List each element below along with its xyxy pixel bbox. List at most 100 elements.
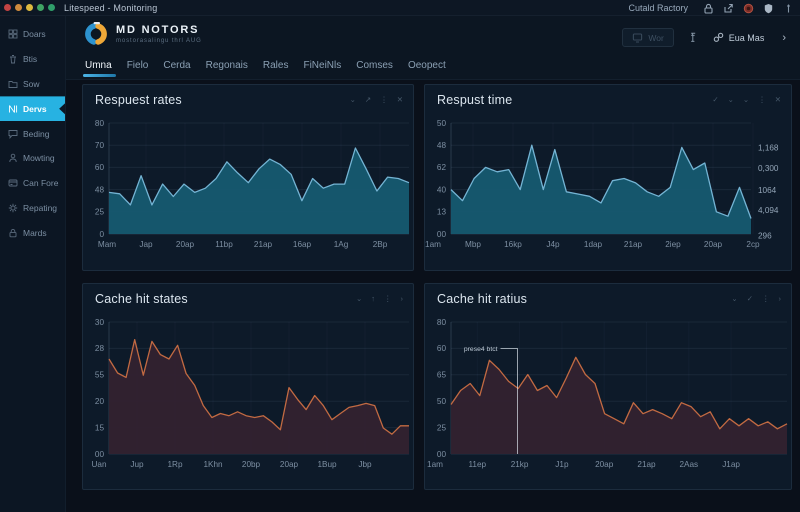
tab-umna[interactable]: Umna xyxy=(83,55,116,79)
gear-icon xyxy=(8,203,18,213)
tab-fielo[interactable]: Fielo xyxy=(126,59,149,71)
lock-icon[interactable] xyxy=(703,3,714,14)
panel-extra-icon[interactable]: ✕ xyxy=(774,95,781,105)
edit-link-label: Eua Mas xyxy=(728,32,765,43)
sidebar-item-label: Doars xyxy=(23,29,46,40)
shield-icon[interactable] xyxy=(763,3,774,14)
view-button[interactable]: Wor xyxy=(622,28,674,47)
panel-kebab-menu-icon[interactable]: ⋮ xyxy=(380,95,388,105)
svg-text:50: 50 xyxy=(437,119,447,128)
traffic-dot-2[interactable] xyxy=(26,4,33,11)
tab-comses[interactable]: Comses xyxy=(356,59,393,71)
panel-kebab-menu-icon[interactable]: ⋮ xyxy=(762,294,770,304)
svg-text:1dap: 1dap xyxy=(584,240,603,249)
sidebar-item-label: Mards xyxy=(23,227,47,238)
sidebar-item-sow[interactable]: Sow xyxy=(0,72,65,97)
pin-icon[interactable] xyxy=(783,3,794,14)
svg-text:2cp: 2cp xyxy=(746,240,760,249)
lock-icon xyxy=(9,228,17,238)
app-header: MD NOTORS mostorasalingu thrl AUG Wor xyxy=(66,16,800,54)
panel-arrow-icon[interactable]: ↗ xyxy=(364,95,372,105)
svg-text:25: 25 xyxy=(437,423,447,432)
sidebar-item-mards[interactable]: Mards xyxy=(0,220,65,245)
svg-text:80: 80 xyxy=(95,119,105,128)
chart-request-rates[interactable]: 80 70 60 48 25 0 Mam Jap 20ap 11bp 21ap 16ap 1Ag 2Bp xyxy=(83,113,413,270)
traffic-dot-3[interactable] xyxy=(37,4,44,11)
svg-text:21ap: 21ap xyxy=(624,240,643,249)
svg-text:J1p: J1p xyxy=(555,460,569,469)
chart-cache-hit-states[interactable]: 30 28 55 20 15 00 Uan Jup 1Rp 1Khn 20bp 20ap 1Bup Jbp xyxy=(83,312,413,489)
traffic-dot-0[interactable] xyxy=(4,4,11,11)
panel-chevron-down-icon[interactable]: ✓ xyxy=(712,95,719,105)
panel-close-icon[interactable]: › xyxy=(400,294,404,304)
svg-text:Jbp: Jbp xyxy=(358,460,372,469)
svg-text:40: 40 xyxy=(437,185,447,194)
traffic-dot-4[interactable] xyxy=(48,4,55,11)
svg-text:296: 296 xyxy=(758,231,772,240)
chat-icon xyxy=(8,129,18,139)
svg-text:16ap: 16ap xyxy=(293,240,312,249)
sidebar-item-dervs[interactable]: Dervs xyxy=(0,96,65,122)
panel-arrow-icon[interactable]: ↑ xyxy=(371,294,375,304)
svg-text:J4p: J4p xyxy=(546,240,560,249)
sidebar-item-beding[interactable]: Beding xyxy=(0,121,65,146)
chart-cache-hit-ratius[interactable]: 80 60 65 50 25 00 1am 11ep 21kp J1p 20ap 21ap 2Aas J1… xyxy=(425,312,791,489)
panel-close-icon[interactable]: ✕ xyxy=(396,95,403,105)
sidebar: Doars Btis Sow Dervs Beding Mowting Can Fore Re… xyxy=(0,16,66,512)
svg-text:Jup: Jup xyxy=(130,460,144,469)
svg-text:1Ag: 1Ag xyxy=(334,240,349,249)
panel-arrow-icon[interactable]: ✓ xyxy=(746,294,753,304)
svg-text:20ap: 20ap xyxy=(176,240,195,249)
sidebar-item-btis[interactable]: Btis xyxy=(0,47,65,72)
panel-title: Respuest rates xyxy=(95,93,182,107)
svg-text:1Bup: 1Bup xyxy=(317,460,337,469)
brand-name: MD NOTORS xyxy=(116,23,200,36)
sidebar-item-mowting[interactable]: Mowting xyxy=(0,146,65,171)
panel-close-icon[interactable]: › xyxy=(778,294,782,304)
edit-link[interactable]: Eua Mas xyxy=(713,32,765,43)
tab-fineinls[interactable]: FiNeiNls xyxy=(303,59,342,71)
svg-text:20: 20 xyxy=(95,397,105,406)
svg-text:20bp: 20bp xyxy=(242,460,261,469)
svg-text:13: 13 xyxy=(437,208,447,217)
svg-text:80: 80 xyxy=(437,318,447,327)
svg-text:30: 30 xyxy=(95,318,105,327)
tab-regonais[interactable]: Regonais xyxy=(205,59,248,71)
svg-text:21ap: 21ap xyxy=(637,460,656,469)
sidebar-item-label: Btis xyxy=(23,54,38,65)
svg-text:1Khn: 1Khn xyxy=(203,460,223,469)
panel-arrow-icon[interactable]: ⌄ xyxy=(727,95,734,105)
svg-text:0,300: 0,300 xyxy=(758,164,779,173)
panel-chevron-down-icon[interactable]: ⌄ xyxy=(349,95,356,105)
svg-text:55: 55 xyxy=(95,371,105,380)
svg-text:1Rp: 1Rp xyxy=(167,460,182,469)
panel-kebab-menu-icon[interactable]: ⌄ xyxy=(742,95,750,105)
folder-icon xyxy=(8,81,18,88)
tab-rales[interactable]: Rales xyxy=(262,59,289,71)
panel-kebab-menu-icon[interactable]: ⋮ xyxy=(384,294,392,304)
svg-text:62: 62 xyxy=(437,163,447,172)
panel-chevron-down-icon[interactable]: ⌄ xyxy=(355,294,363,304)
chart-response-time[interactable]: 50 48 62 40 13 00 1am Mbp 16kp J4p 1dap 21ap 2iep 20a… xyxy=(425,113,791,270)
svg-text:25: 25 xyxy=(95,208,105,217)
sidebar-item-repating[interactable]: Repating xyxy=(0,196,65,221)
filter-icon[interactable] xyxy=(688,32,699,43)
svg-text:1064: 1064 xyxy=(758,186,777,195)
record-icon[interactable] xyxy=(743,3,754,14)
tab-cerda[interactable]: Cerda xyxy=(163,59,191,71)
sidebar-item-label: Beding xyxy=(23,128,50,139)
tab-oeopect[interactable]: Oeopect xyxy=(407,59,446,71)
sidebar-item-can-fore[interactable]: Can Fore xyxy=(0,171,65,196)
panel-response-time: Respust time ✓ ⌄ ⌄ ⋮ ✕ 50 48 62 40 13 00 1am Mbp 16kp J… xyxy=(424,84,792,271)
chevron-right-icon[interactable]: › xyxy=(782,31,786,44)
monitor-icon xyxy=(633,33,643,43)
sidebar-item-label: Sow xyxy=(23,78,40,89)
sidebar-item-doars[interactable]: Doars xyxy=(0,22,65,47)
share-icon[interactable] xyxy=(723,3,734,14)
panel-chevron-down-icon[interactable]: ⌄ xyxy=(731,294,738,304)
svg-text:11bp: 11bp xyxy=(215,240,233,249)
svg-text:60: 60 xyxy=(437,344,447,353)
panel-close-icon[interactable]: ⋮ xyxy=(758,95,766,105)
traffic-dot-1[interactable] xyxy=(15,4,22,11)
svg-text:20ap: 20ap xyxy=(704,240,723,249)
